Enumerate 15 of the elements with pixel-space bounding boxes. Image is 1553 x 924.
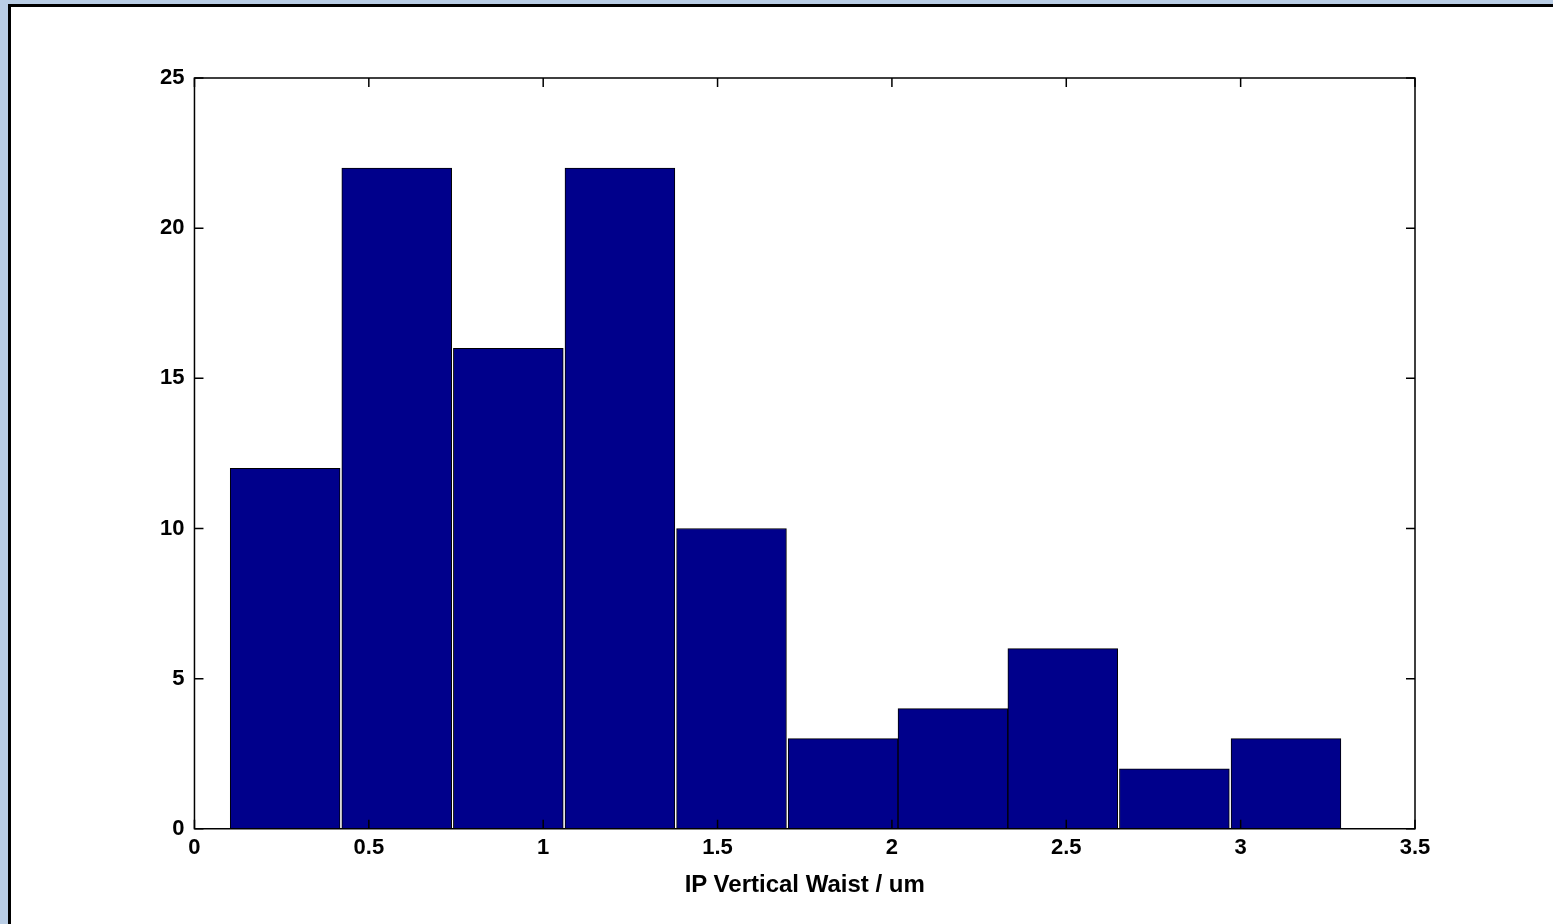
x-tick-label: 1 <box>537 834 550 860</box>
y-tick-label: 10 <box>159 514 185 540</box>
y-tick-label: 20 <box>159 214 185 240</box>
x-tick-label: 0.5 <box>353 834 385 860</box>
x-axis-title: IP Vertical Waist / um <box>684 870 925 898</box>
x-tick-label: 0 <box>188 834 201 860</box>
y-tick-label: 0 <box>172 814 185 840</box>
x-tick-label: 2.5 <box>1050 834 1082 860</box>
x-tick-label: 3 <box>1234 834 1247 860</box>
y-tick-label: 25 <box>159 64 185 90</box>
x-tick-label: 3.5 <box>1399 834 1431 860</box>
x-tick-label: 1.5 <box>702 834 733 860</box>
y-tick-label: 5 <box>172 664 185 690</box>
y-tick-label: 15 <box>159 364 185 390</box>
x-tick-label: 2 <box>885 834 899 860</box>
